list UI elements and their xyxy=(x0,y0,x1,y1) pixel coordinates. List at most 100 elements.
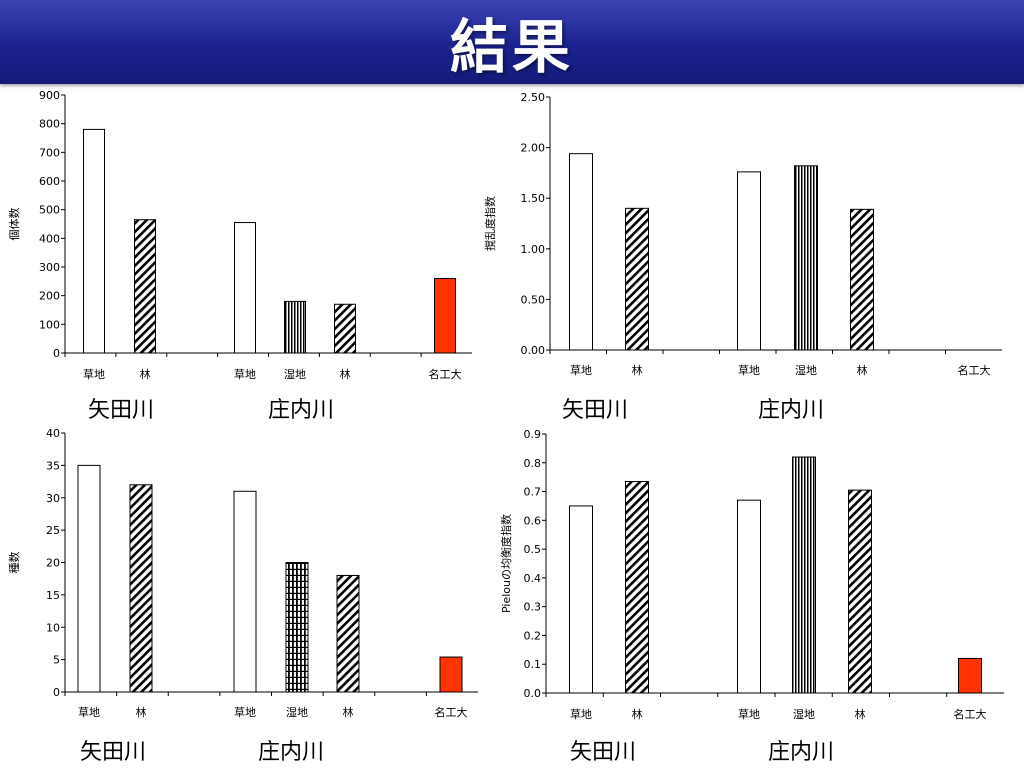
y-tick-label: 0.5 xyxy=(524,543,542,556)
bar-0 xyxy=(569,153,593,351)
group-label-yada-1: 矢田川 xyxy=(88,398,155,423)
category-label: 名工大 xyxy=(958,363,991,377)
y-tick-label: 1.50 xyxy=(521,192,546,205)
category-label: 名工大 xyxy=(954,707,987,721)
y-tick-label: 600 xyxy=(39,175,60,188)
category-label: 名工大 xyxy=(435,705,468,719)
y-tick-label: 0.50 xyxy=(521,293,546,306)
bar-2 xyxy=(737,171,761,351)
group-label-shonai-2: 庄内川 xyxy=(758,398,825,423)
y-tick-label: 40 xyxy=(46,427,60,440)
y-tick-label: 1.00 xyxy=(521,243,546,256)
group-label-shonai-1: 庄内川 xyxy=(268,398,335,423)
y-tick-label: 500 xyxy=(39,204,60,217)
bar-2 xyxy=(737,499,761,694)
bar-5 xyxy=(434,277,456,354)
y-tick-label: 0.4 xyxy=(524,572,542,585)
category-label: 草地 xyxy=(570,708,592,721)
category-label: 林 xyxy=(136,705,147,719)
category-label: 草地 xyxy=(234,706,256,719)
y-tick-label: 35 xyxy=(46,459,60,472)
y-axis-label: 撹乱度指数 xyxy=(483,196,497,251)
group-label-yada-2: 矢田川 xyxy=(562,398,629,423)
y-axis-label: 種数 xyxy=(7,552,21,574)
y-tick-label: 200 xyxy=(39,290,60,303)
bar-3 xyxy=(285,562,309,693)
category-label: 草地 xyxy=(78,706,100,719)
category-label: 草地 xyxy=(570,364,592,377)
category-label: 草地 xyxy=(738,708,760,721)
y-tick-label: 0.8 xyxy=(524,457,542,470)
y-tick-label: 2.50 xyxy=(521,91,546,104)
category-label: 草地 xyxy=(234,368,256,381)
group-label-shonai-4: 庄内川 xyxy=(768,740,835,765)
bar-4 xyxy=(336,574,360,693)
slide-title: 結果 xyxy=(449,13,574,81)
bar-3 xyxy=(792,456,816,694)
bar-1 xyxy=(625,480,649,694)
bar-0 xyxy=(77,464,101,693)
group-label-yada-3: 矢田川 xyxy=(80,740,147,765)
category-label: 名工大 xyxy=(429,367,462,381)
y-tick-label: 10 xyxy=(46,621,60,634)
y-tick-label: 700 xyxy=(39,146,60,159)
bar-2 xyxy=(234,222,256,354)
category-label: 林 xyxy=(340,367,351,381)
y-tick-label: 0.0 xyxy=(524,687,542,700)
bar-3 xyxy=(794,165,818,351)
bar-3 xyxy=(284,300,306,354)
y-tick-label: 0.1 xyxy=(524,658,542,671)
category-label: 林 xyxy=(632,363,643,377)
bar-5 xyxy=(439,656,463,693)
y-tick-label: 0.3 xyxy=(524,601,542,614)
bar-0 xyxy=(569,505,593,694)
bar-1 xyxy=(134,219,156,354)
y-tick-label: 0.9 xyxy=(524,428,542,441)
category-label: 林 xyxy=(343,705,354,719)
category-label: 草地 xyxy=(83,368,105,381)
y-axis-label: 個体数 xyxy=(7,208,21,241)
bar-5 xyxy=(958,657,982,694)
y-tick-label: 300 xyxy=(39,261,60,274)
y-tick-label: 900 xyxy=(39,89,60,102)
bar-4 xyxy=(850,208,874,351)
group-label-yada-4: 矢田川 xyxy=(570,740,637,765)
bar-0 xyxy=(83,128,105,354)
y-tick-label: 2.00 xyxy=(521,142,546,155)
y-tick-label: 0.6 xyxy=(524,514,542,527)
y-tick-label: 400 xyxy=(39,232,60,245)
group-label-shonai-3: 庄内川 xyxy=(258,740,325,765)
y-axis-label: Pielouの均衡度指数 xyxy=(499,514,513,613)
y-tick-label: 5 xyxy=(53,654,60,667)
category-label: 草地 xyxy=(738,364,760,377)
bar-2 xyxy=(233,490,257,693)
category-label: 湿地 xyxy=(286,706,308,719)
y-tick-label: 800 xyxy=(39,118,60,131)
y-tick-label: 0.7 xyxy=(524,486,542,499)
y-tick-label: 25 xyxy=(46,524,60,537)
bar-1 xyxy=(129,484,153,693)
bar-4 xyxy=(334,303,356,354)
category-label: 林 xyxy=(857,363,868,377)
category-label: 湿地 xyxy=(284,368,306,381)
y-tick-label: 30 xyxy=(46,492,60,505)
title-bar: 結果 xyxy=(0,0,1024,84)
bar-4 xyxy=(848,489,872,694)
category-label: 湿地 xyxy=(793,708,815,721)
y-tick-label: 20 xyxy=(46,557,60,570)
category-label: 林 xyxy=(855,707,866,721)
y-tick-label: 0.2 xyxy=(524,629,542,642)
y-tick-label: 0.00 xyxy=(521,344,546,357)
category-label: 林 xyxy=(632,707,643,721)
y-tick-label: 0 xyxy=(53,347,60,360)
bar-1 xyxy=(625,207,649,351)
category-label: 林 xyxy=(140,367,151,381)
y-tick-label: 0 xyxy=(53,686,60,699)
y-tick-label: 15 xyxy=(46,589,60,602)
category-label: 湿地 xyxy=(795,364,817,377)
y-tick-label: 100 xyxy=(39,318,60,331)
